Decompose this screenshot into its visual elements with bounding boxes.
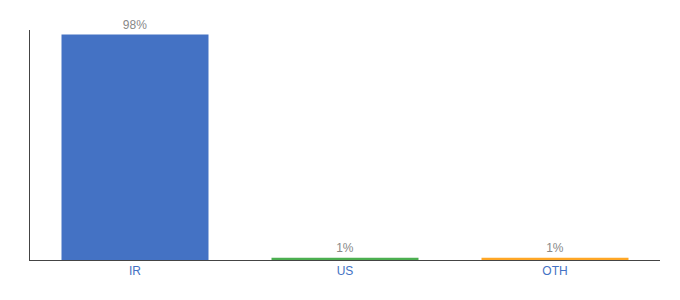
svg-text:IR: IR (129, 264, 141, 278)
svg-text:OTH: OTH (542, 264, 567, 278)
svg-text:1%: 1% (336, 241, 354, 255)
svg-text:98%: 98% (123, 18, 147, 32)
svg-text:US: US (337, 264, 354, 278)
svg-text:1%: 1% (546, 241, 564, 255)
